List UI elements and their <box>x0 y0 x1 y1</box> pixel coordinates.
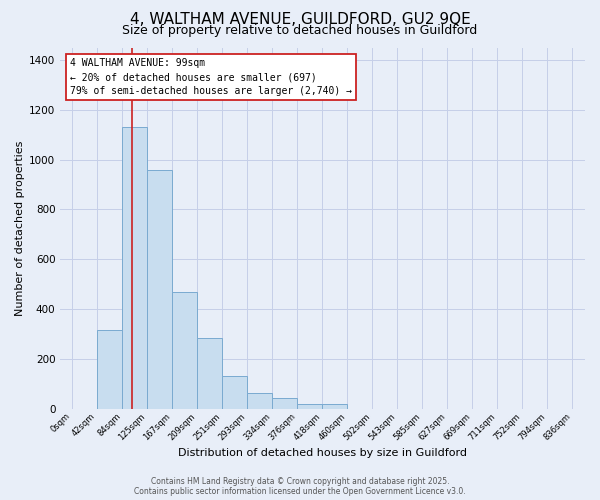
X-axis label: Distribution of detached houses by size in Guildford: Distribution of detached houses by size … <box>178 448 467 458</box>
Bar <box>197 338 222 409</box>
Bar <box>222 376 247 409</box>
Text: 4, WALTHAM AVENUE, GUILDFORD, GU2 9QE: 4, WALTHAM AVENUE, GUILDFORD, GU2 9QE <box>130 12 470 28</box>
Bar <box>172 292 197 409</box>
Bar <box>272 398 297 409</box>
Text: Size of property relative to detached houses in Guildford: Size of property relative to detached ho… <box>122 24 478 37</box>
Y-axis label: Number of detached properties: Number of detached properties <box>15 140 25 316</box>
Bar <box>122 127 147 409</box>
Text: Contains HM Land Registry data © Crown copyright and database right 2025.
Contai: Contains HM Land Registry data © Crown c… <box>134 476 466 496</box>
Bar <box>247 392 272 409</box>
Bar <box>147 170 172 409</box>
Bar <box>297 404 322 409</box>
Bar <box>322 404 347 409</box>
Text: 4 WALTHAM AVENUE: 99sqm
← 20% of detached houses are smaller (697)
79% of semi-d: 4 WALTHAM AVENUE: 99sqm ← 20% of detache… <box>70 58 352 96</box>
Bar <box>97 330 122 409</box>
